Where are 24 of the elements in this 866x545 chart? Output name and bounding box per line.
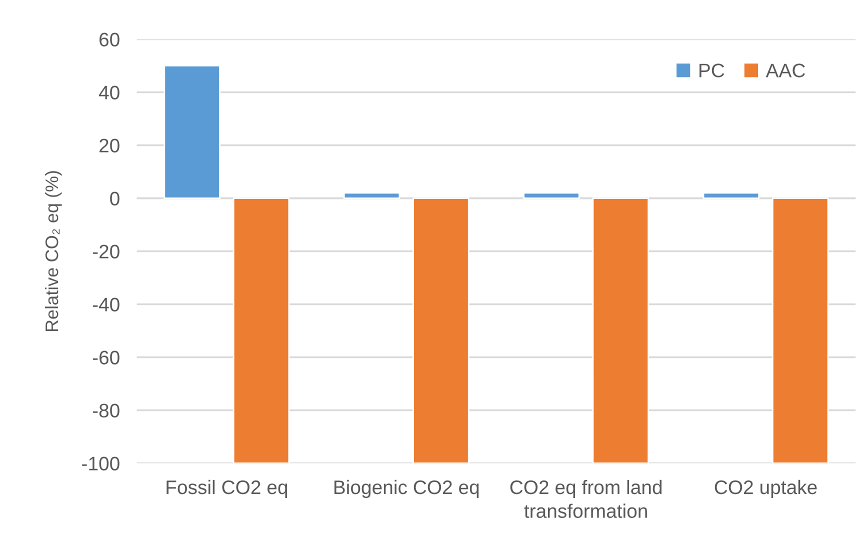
bar xyxy=(772,198,829,464)
y-tick-label: -100 xyxy=(82,456,120,470)
bar xyxy=(412,198,470,464)
x-tick-label: Biogenic CO2 eq xyxy=(334,480,479,498)
x-tick-label: CO2 uptake xyxy=(714,480,817,498)
legend-label: AAC xyxy=(766,64,806,78)
y-tick-label: 40 xyxy=(98,86,120,100)
bar xyxy=(702,192,760,199)
bar xyxy=(164,65,220,199)
y-tick-label: -40 xyxy=(92,298,120,312)
y-tick-label: -20 xyxy=(92,244,120,258)
y-tick-label: 0 xyxy=(110,192,120,206)
y-tick-label: -80 xyxy=(92,404,120,418)
y-tick-label: 60 xyxy=(100,32,120,46)
legend-label: PC xyxy=(700,64,724,78)
bar xyxy=(523,192,580,199)
x-tick-label: Fossil CO2 eq xyxy=(166,480,288,498)
x-tick-label: CO2 eq from land transformation xyxy=(510,480,662,518)
bar xyxy=(592,198,650,464)
bar xyxy=(343,192,400,199)
y-axis-title: Relative CO₂ eq (%) xyxy=(44,171,62,332)
y-tick-label: -60 xyxy=(92,350,120,364)
y-tick-label: 20 xyxy=(100,138,120,152)
bar xyxy=(232,198,290,464)
